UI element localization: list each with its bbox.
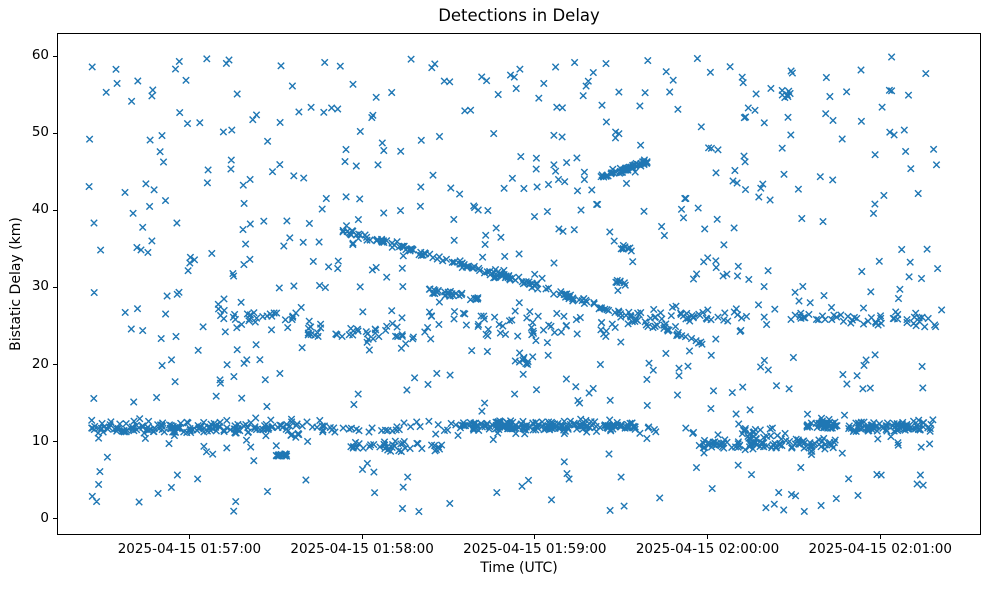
y-tick-label: 0 <box>40 509 49 526</box>
chart-title: Detections in Delay <box>438 6 600 25</box>
y-tick-label: 50 <box>31 124 49 141</box>
x-tick-label: 2025-04-15 02:00:00 <box>635 541 780 557</box>
x-axis-label: Time (UTC) <box>480 560 558 576</box>
y-tick-mark <box>53 286 57 288</box>
x-tick-mark <box>361 535 363 539</box>
y-tick-label: 60 <box>31 47 49 64</box>
y-tick-mark <box>53 441 57 443</box>
x-tick-label: 2025-04-15 01:58:00 <box>290 541 434 557</box>
y-tick-mark <box>53 364 57 366</box>
x-tick-mark <box>188 535 190 539</box>
scatter-markers <box>85 53 946 516</box>
y-tick-label: 20 <box>31 355 49 372</box>
x-tick-mark <box>534 535 536 539</box>
x-tick-mark <box>707 535 709 539</box>
y-tick-mark <box>53 55 57 57</box>
y-tick-label: 40 <box>31 201 49 218</box>
x-tick-label: 2025-04-15 02:01:00 <box>808 541 952 557</box>
x-tick-label: 2025-04-15 01:57:00 <box>117 541 262 557</box>
x-tick-mark <box>879 535 881 539</box>
y-axis-label: Bistatic Delay (km) <box>8 217 24 351</box>
x-tick-label: 2025-04-15 01:59:00 <box>463 541 607 557</box>
y-tick-label: 10 <box>31 432 49 449</box>
y-tick-mark <box>53 132 57 134</box>
y-tick-mark <box>53 518 57 520</box>
y-tick-label: 30 <box>31 278 49 295</box>
y-tick-mark <box>53 209 57 211</box>
